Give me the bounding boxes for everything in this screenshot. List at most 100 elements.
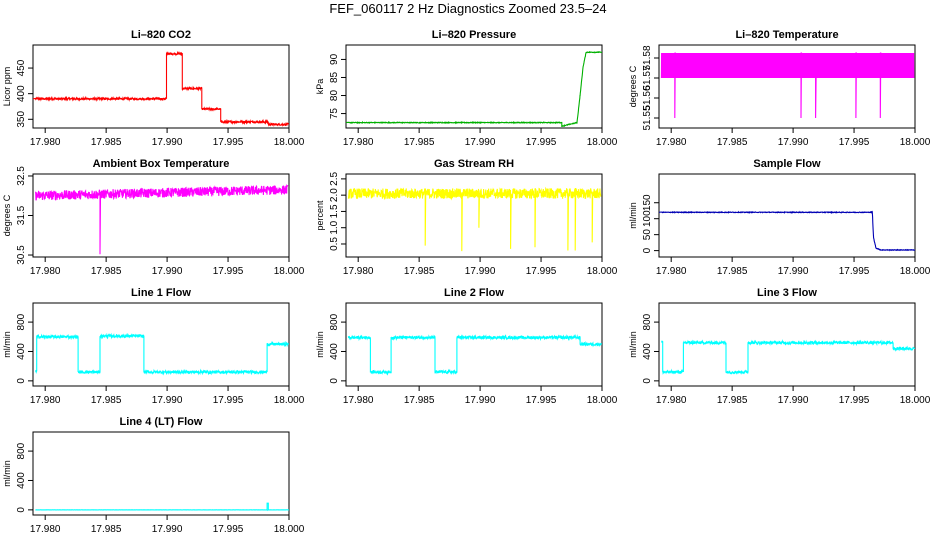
x-tick-label: 17.985 bbox=[91, 266, 122, 277]
series-line bbox=[346, 50, 602, 128]
y-axis-label: degrees C bbox=[628, 65, 638, 107]
y-tick-label: 2.0 bbox=[329, 188, 340, 202]
x-tick-label: 17.990 bbox=[778, 137, 809, 148]
panel-title: Li–820 Temperature bbox=[735, 29, 838, 41]
x-tick-label: 17.990 bbox=[778, 266, 809, 277]
x-tick-label: 17.995 bbox=[526, 395, 557, 406]
plot-frame bbox=[658, 302, 916, 387]
y-tick-label: 0 bbox=[642, 378, 653, 384]
y-tick-label: 400 bbox=[16, 85, 27, 102]
x-tick-label: 18.000 bbox=[587, 137, 618, 148]
y-tick-label: 0 bbox=[329, 378, 340, 384]
y-tick-label: 450 bbox=[16, 59, 27, 76]
series-line bbox=[660, 52, 915, 119]
x-tick-label: 17.980 bbox=[656, 137, 687, 148]
y-tick-label: 0 bbox=[642, 247, 653, 253]
x-tick-label: 17.985 bbox=[91, 137, 122, 148]
plot-frame bbox=[658, 44, 916, 129]
panel-title: Gas Stream RH bbox=[434, 158, 514, 170]
y-tick-label: 30.5 bbox=[16, 245, 27, 265]
y-tick-label: 50 bbox=[642, 229, 653, 241]
panel-2: Li–820 Pressure 17.980 17.985 17.990 17.995 1… bbox=[315, 29, 618, 148]
x-tick-label: 17.995 bbox=[839, 266, 870, 277]
panel-3: Li–820 Temperature 17.980 17.985 17.990 17.9… bbox=[628, 29, 931, 148]
plot-frame bbox=[32, 302, 290, 387]
y-axis-label: ml/min bbox=[315, 331, 325, 358]
y-tick-label: 1.5 bbox=[329, 204, 340, 218]
x-tick-label: 17.995 bbox=[526, 266, 557, 277]
y-tick-label: 31.5 bbox=[16, 205, 27, 225]
plot-frame bbox=[32, 44, 290, 129]
y-tick-label: 1.0 bbox=[329, 220, 340, 234]
y-tick-label: 80 bbox=[329, 90, 340, 102]
y-tick-label: 800 bbox=[642, 313, 653, 330]
x-tick-label: 18.000 bbox=[900, 395, 931, 406]
panel-title: Ambient Box Temperature bbox=[93, 158, 230, 170]
series-line bbox=[347, 186, 602, 252]
x-tick-label: 17.985 bbox=[91, 395, 122, 406]
x-tick-label: 17.980 bbox=[30, 266, 61, 277]
y-axis-label: ml/min bbox=[2, 460, 12, 487]
x-tick-label: 17.990 bbox=[152, 266, 183, 277]
y-tick-label: 51.56 bbox=[642, 85, 653, 110]
plot-frame bbox=[32, 173, 290, 258]
x-tick-label: 18.000 bbox=[587, 266, 618, 277]
x-tick-label: 17.995 bbox=[839, 137, 870, 148]
x-tick-label: 17.985 bbox=[717, 266, 748, 277]
panel-title: Line 2 Flow bbox=[444, 287, 504, 299]
panel-7: Line 1 Flow 17.980 17.985 17.990 17.995 18.00… bbox=[2, 287, 305, 406]
y-axis-label: Licor ppm bbox=[2, 67, 12, 107]
y-tick-label: 400 bbox=[329, 343, 340, 360]
y-tick-label: 0 bbox=[16, 378, 27, 384]
plot-frame bbox=[32, 431, 290, 516]
y-tick-label: 800 bbox=[329, 313, 340, 330]
x-tick-label: 18.000 bbox=[900, 137, 931, 148]
x-tick-label: 17.995 bbox=[213, 266, 244, 277]
y-axis-label: ml/min bbox=[628, 202, 638, 229]
figure-title: FEF_060117 2 Hz Diagnostics Zoomed 23.5–… bbox=[329, 1, 607, 16]
y-tick-label: 0.5 bbox=[329, 237, 340, 251]
x-tick-label: 18.000 bbox=[274, 266, 305, 277]
x-tick-label: 17.985 bbox=[404, 395, 435, 406]
y-tick-label: 100 bbox=[642, 210, 653, 227]
y-axis-label: ml/min bbox=[2, 331, 12, 358]
y-tick-label: 800 bbox=[16, 442, 27, 459]
y-tick-label: 51.55 bbox=[642, 105, 653, 130]
x-tick-label: 17.990 bbox=[465, 137, 496, 148]
panel-title: Line 3 Flow bbox=[757, 287, 817, 299]
x-tick-label: 17.980 bbox=[343, 395, 374, 406]
x-tick-label: 18.000 bbox=[587, 395, 618, 406]
x-tick-label: 18.000 bbox=[274, 524, 305, 535]
y-axis-label: ml/min bbox=[628, 331, 638, 358]
y-tick-label: 400 bbox=[16, 343, 27, 360]
y-tick-label: 800 bbox=[16, 313, 27, 330]
x-tick-label: 17.985 bbox=[717, 137, 748, 148]
panel-4: Ambient Box Temperature 17.980 17.985 17.99… bbox=[2, 158, 305, 277]
x-tick-label: 17.990 bbox=[465, 266, 496, 277]
panel-8: Line 2 Flow 17.980 17.985 17.990 17.995 18.00… bbox=[315, 287, 618, 406]
series-line bbox=[34, 183, 289, 255]
y-tick-label: 90 bbox=[329, 53, 340, 65]
panel-6: Sample Flow 17.980 17.985 17.990 17.995 18.00… bbox=[628, 158, 931, 277]
x-tick-label: 17.995 bbox=[526, 137, 557, 148]
x-tick-label: 17.990 bbox=[152, 524, 183, 535]
y-tick-label: 0 bbox=[16, 507, 27, 513]
series-line bbox=[347, 333, 602, 376]
y-axis-label: degrees C bbox=[2, 194, 12, 236]
series-line bbox=[661, 339, 915, 375]
y-tick-label: 400 bbox=[16, 472, 27, 489]
x-tick-label: 17.985 bbox=[91, 524, 122, 535]
x-tick-label: 18.000 bbox=[900, 266, 931, 277]
y-tick-label: 51.57 bbox=[642, 65, 653, 90]
series-line bbox=[35, 332, 289, 376]
x-tick-label: 17.995 bbox=[839, 395, 870, 406]
y-tick-label: 85 bbox=[329, 71, 340, 83]
y-tick-label: 2.5 bbox=[329, 171, 340, 185]
x-tick-label: 18.000 bbox=[274, 395, 305, 406]
x-tick-label: 17.980 bbox=[656, 395, 687, 406]
panel-title: Li–820 Pressure bbox=[432, 29, 516, 41]
y-axis-label: kPa bbox=[315, 79, 325, 95]
series-line bbox=[35, 502, 289, 512]
panel-title: Line 4 (LT) Flow bbox=[120, 416, 203, 428]
